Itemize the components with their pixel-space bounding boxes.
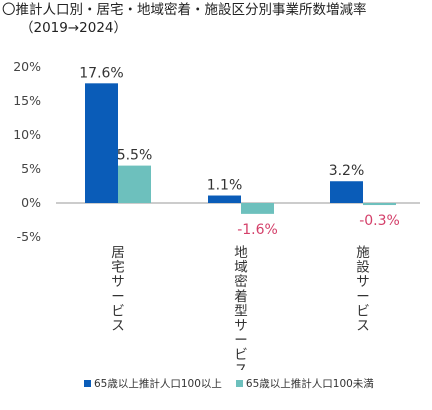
legend-label-series-1: 65歳以上推計人口100以上 (94, 378, 222, 390)
legend-label-series-2: 65歳以上推計人口100未満 (245, 378, 374, 390)
legend: 65歳以上推計人口100以上 65歳以上推計人口100未満 (84, 376, 388, 391)
data-label-series-2-cat-3: -0.3% (359, 213, 400, 229)
y-tick-label: 5% (21, 161, 41, 176)
bar-series-1-cat-3 (330, 181, 363, 203)
category-label-3: 施設サービス (356, 245, 370, 334)
legend-swatch-series-2 (235, 380, 243, 387)
legend-item-series-2: 65歳以上推計人口100未満 (235, 376, 374, 391)
y-tick-label: -5% (17, 229, 41, 244)
bar-series-1-cat-2 (208, 195, 241, 203)
y-tick-label: 10% (13, 127, 41, 142)
y-tick-label: 15% (13, 93, 41, 108)
data-label-series-2-cat-1: 5.5% (117, 148, 153, 164)
category-label-2: 地域密着型サービス (234, 245, 248, 370)
data-label-series-2-cat-2: -1.6% (237, 222, 278, 238)
y-tick-label: 20% (13, 59, 41, 74)
y-tick-label: 0% (21, 195, 41, 210)
data-label-series-1-cat-3: 3.2% (329, 163, 365, 179)
data-label-series-1-cat-2: 1.1% (207, 178, 243, 194)
chart-title: 〇推計人口別・居宅・地域密着・施設区分別事業所数増減率 (2, 2, 367, 18)
bar-series-1-cat-1 (85, 83, 118, 203)
bar-series-2-cat-3 (363, 203, 396, 206)
category-label-1: 居宅サービス (111, 245, 125, 334)
legend-item-series-1: 65歳以上推計人口100以上 (84, 376, 222, 391)
data-label-series-1-cat-1: 17.6% (79, 65, 123, 81)
legend-swatch-series-1 (84, 380, 91, 387)
bar-series-2-cat-2 (241, 203, 274, 214)
bar-chart: 20% 15% 10% 5% 0% -5% 17.6% 5.5% 居宅サービス 1.1% -1.6%… (13, 59, 420, 370)
bar-series-2-cat-1 (118, 165, 151, 203)
chart-subtitle: （2019→2024） (20, 20, 128, 36)
